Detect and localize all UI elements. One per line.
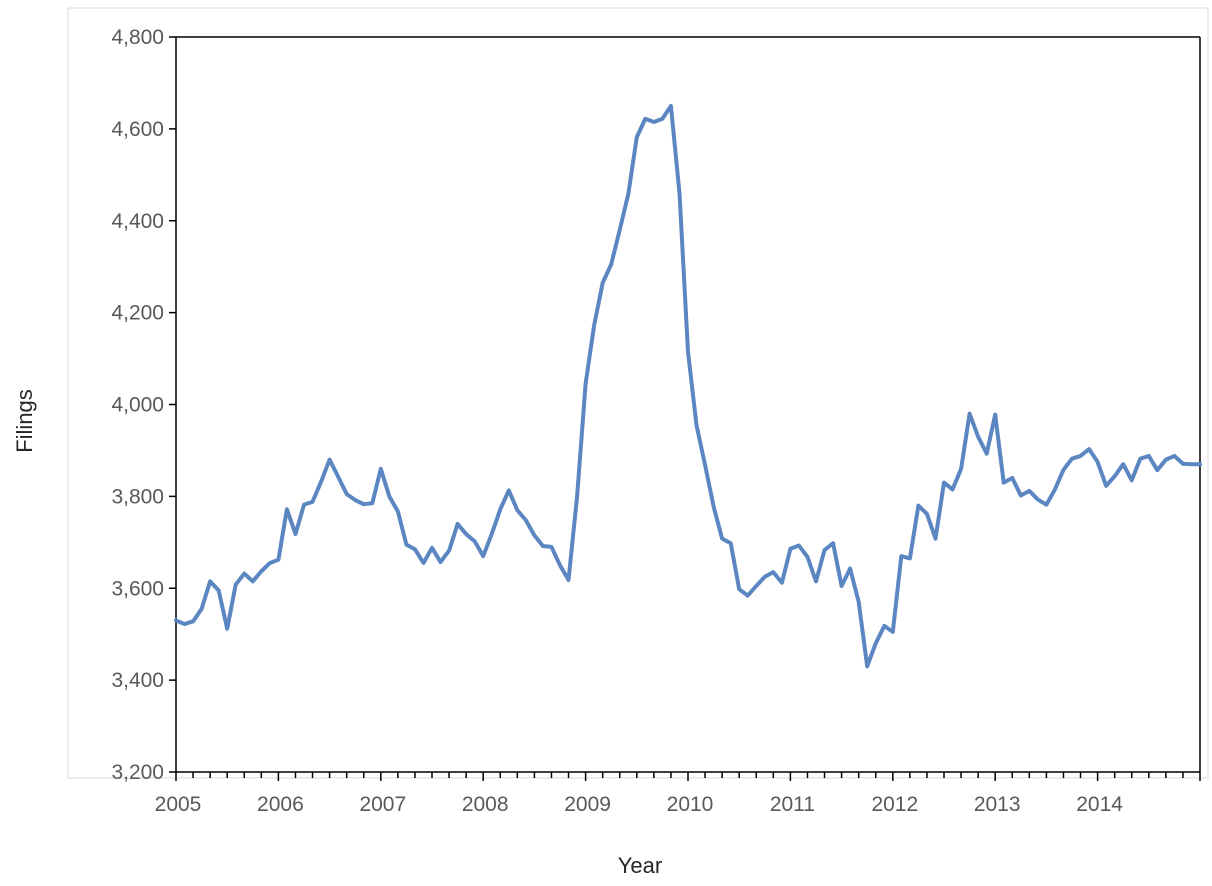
- x-tick-label: 2013: [974, 793, 1021, 816]
- x-tick-label: 2010: [667, 793, 714, 816]
- y-tick-label: 4,800: [111, 26, 164, 49]
- y-tick-label: 4,000: [111, 394, 164, 417]
- y-tick-label: 4,600: [111, 118, 164, 141]
- y-tick-label: 3,400: [111, 669, 164, 692]
- x-tick-label: 2009: [564, 793, 611, 816]
- x-tick-label: 2012: [871, 793, 918, 816]
- chart-border: [67, 7, 1209, 779]
- x-tick-label: 2008: [462, 793, 509, 816]
- x-tick-labels: 2005 2006 2007 2008 2009 2010 2011 2012 2013 2014: [155, 793, 1124, 816]
- y-tick-label: 4,400: [111, 210, 164, 233]
- y-tick-label: 4,200: [111, 302, 164, 325]
- x-axis-title: Year: [618, 853, 662, 878]
- y-tick-label: 3,600: [111, 577, 164, 600]
- y-tick-labels: 3,200 3,400 3,600 3,800 4,000 4,200 4,400 4,600…: [111, 26, 164, 784]
- y-tick-label: 3,200: [111, 761, 164, 784]
- x-tick-label: 2006: [257, 793, 304, 816]
- x-tick-label: 2007: [359, 793, 406, 816]
- x-tick-label: 2005: [155, 793, 202, 816]
- tick-marks: [169, 36, 1201, 781]
- y-tick-label: 3,800: [111, 485, 164, 508]
- x-tick-label: 2014: [1076, 793, 1123, 816]
- series-line: [174, 103, 1202, 669]
- x-tick-label: 2011: [770, 793, 815, 816]
- y-axis-title: Filings: [12, 389, 37, 453]
